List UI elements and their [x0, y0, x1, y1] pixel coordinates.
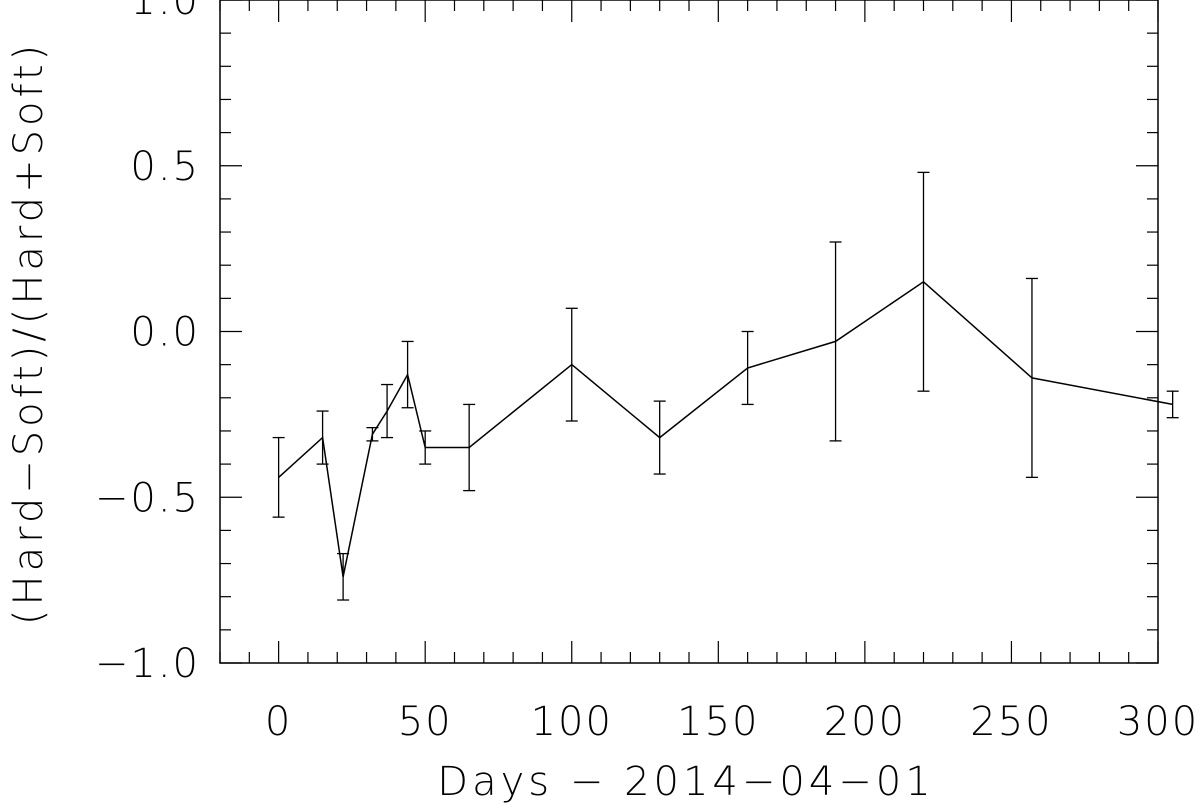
- x-tick-label: 250: [970, 699, 1052, 745]
- y-tick-label: 0.0: [130, 310, 200, 356]
- x-tick-label: 0: [265, 699, 292, 745]
- y-tick-labels: −1.0 −0.5 0.0 0.5 1.0: [95, 0, 200, 687]
- x-tick-labels: 0 50 100 150 200 250 300: [265, 699, 1199, 745]
- minor-ticks: [219, 0, 1158, 663]
- y-tick-label: 1.0: [130, 0, 200, 24]
- x-tick-label: 200: [824, 699, 906, 745]
- y-tick-label: −1.0: [95, 641, 200, 687]
- plot-frame: [219, 0, 1159, 664]
- y-tick-label: −0.5: [95, 475, 200, 521]
- y-tick-label: 0.5: [130, 144, 200, 190]
- major-ticks: [220, 0, 1159, 664]
- y-axis-title: (Hard−Soft)/(Hard+Soft): [6, 41, 52, 625]
- x-tick-label: 150: [677, 699, 759, 745]
- x-tick-label: 100: [531, 699, 613, 745]
- x-tick-label: 50: [398, 699, 453, 745]
- x-axis-title: Days − 2014−04−01: [437, 759, 934, 805]
- x-tick-label: 300: [1117, 699, 1199, 745]
- series-line: [278, 280, 1173, 577]
